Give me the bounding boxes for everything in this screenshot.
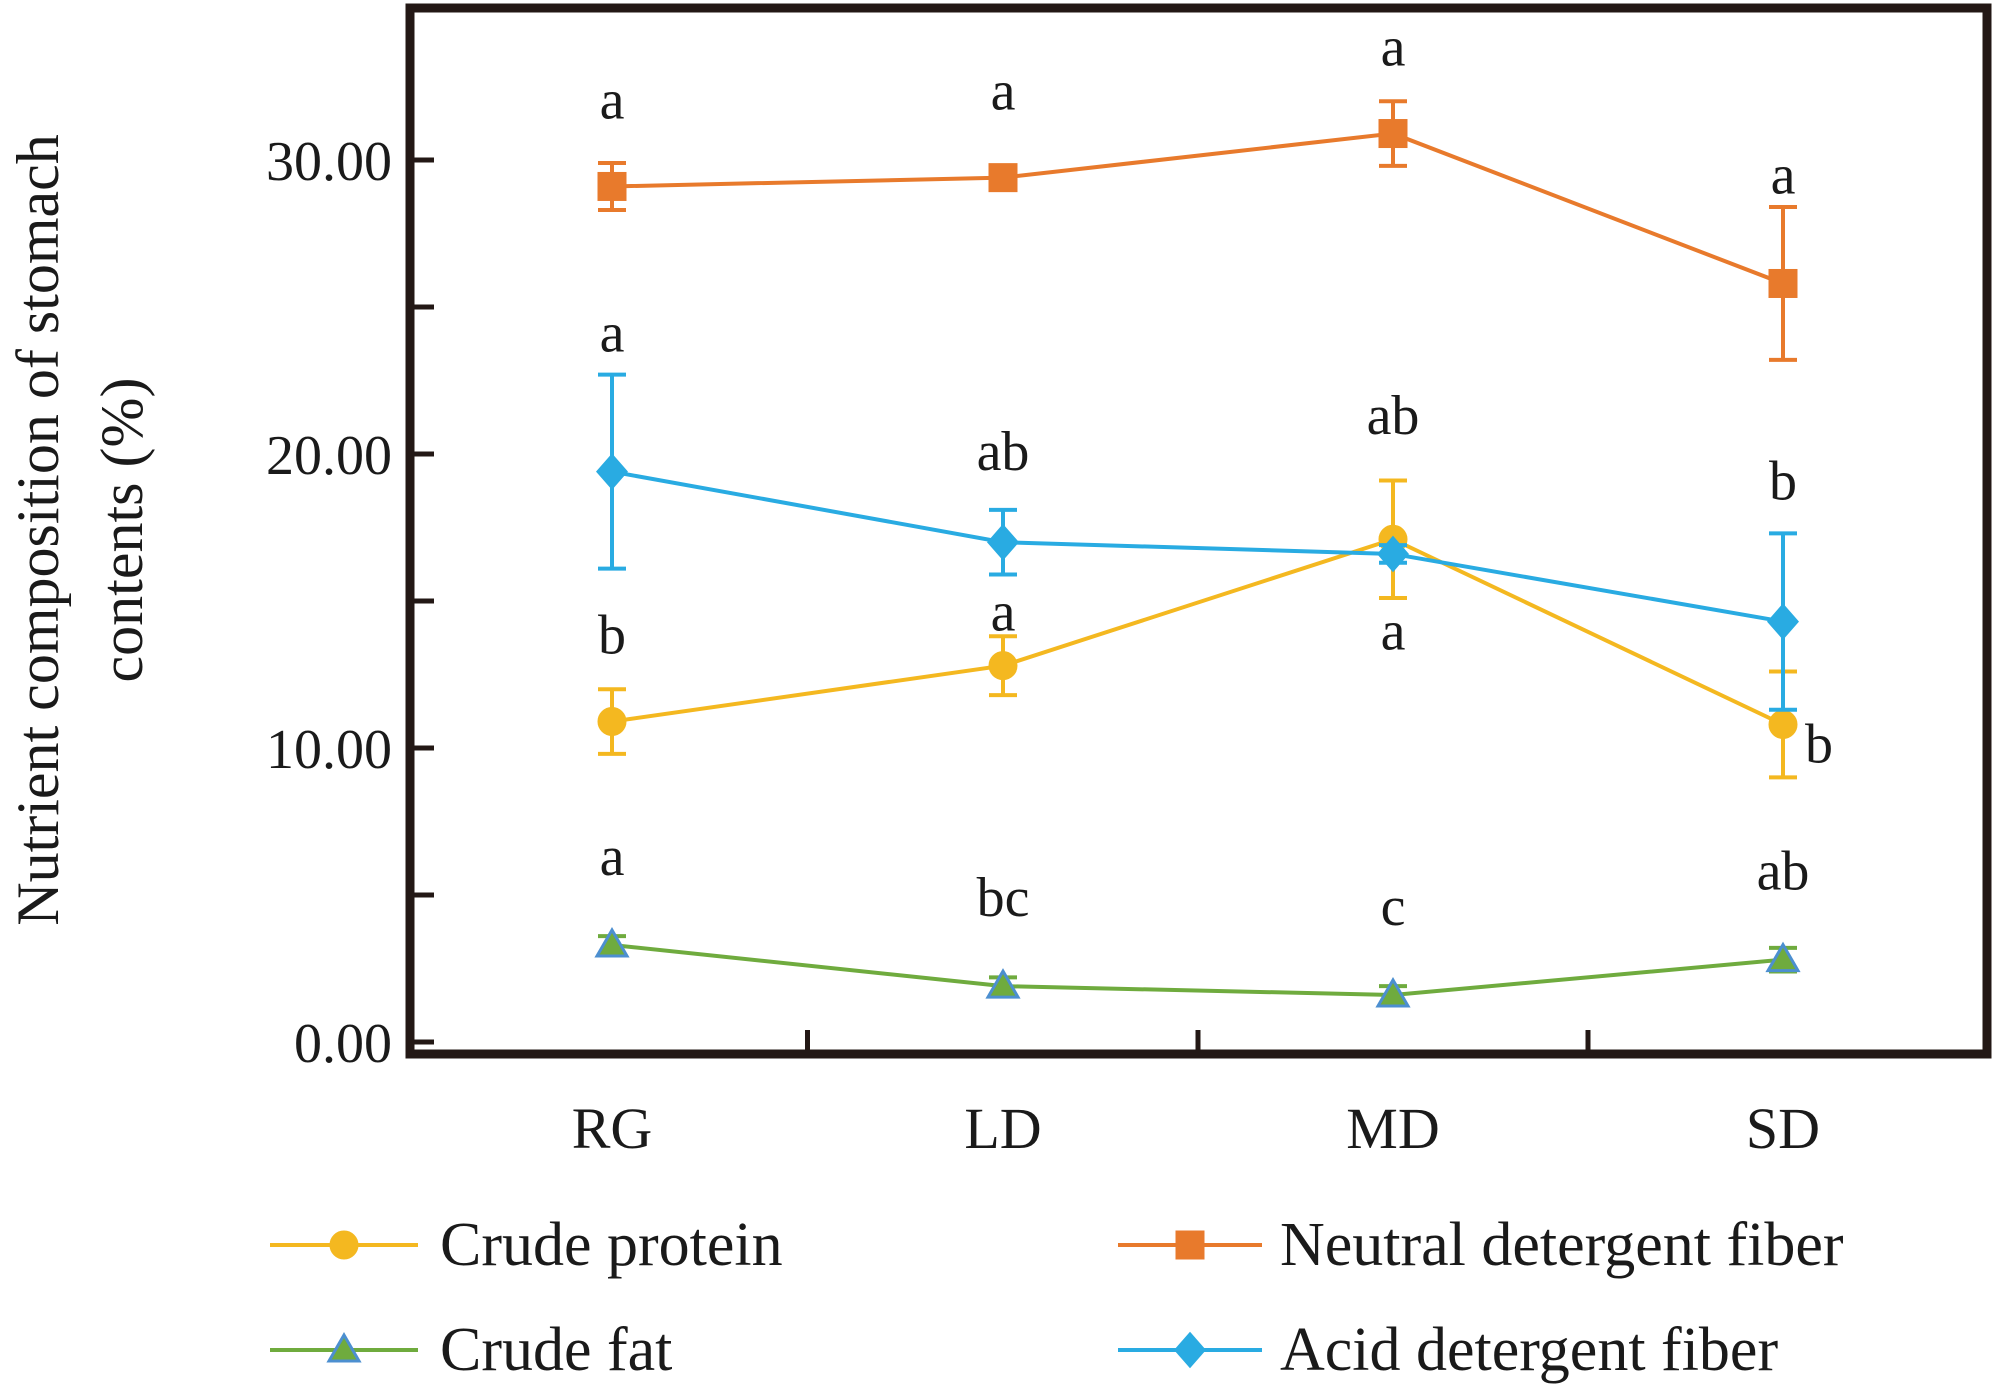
legend-marker xyxy=(329,1230,359,1260)
legend-label: Neutral detergent fiber xyxy=(1280,1211,1844,1279)
y-tick-label: 30.00 xyxy=(266,131,392,193)
significance-letter: b xyxy=(1805,713,1833,775)
data-point-neutral-detergent-fiber xyxy=(1378,119,1408,149)
legend-label: Crude fat xyxy=(440,1316,672,1384)
legend-item-acid-detergent-fiber: Acid detergent fiber xyxy=(1118,1316,1778,1384)
series-line-crude-fat xyxy=(611,942,1784,997)
significance-letter: ab xyxy=(1757,841,1810,903)
x-tick-label-md: MD xyxy=(1346,1096,1439,1161)
series-line-crude-protein xyxy=(611,537,1784,727)
significance-letter: b xyxy=(598,605,626,667)
data-point-neutral-detergent-fiber xyxy=(597,171,627,201)
data-point-crude-protein xyxy=(597,707,627,737)
legend-item-crude-protein: Crude protein xyxy=(270,1211,783,1279)
significance-letter: ab xyxy=(1367,385,1420,447)
data-point-acid-detergent-fiber xyxy=(987,523,1019,561)
x-tick-label-ld: LD xyxy=(964,1096,1041,1161)
data-point-crude-fat xyxy=(1765,941,1801,973)
significance-letter: ab xyxy=(977,421,1030,483)
legend-marker xyxy=(326,1331,362,1363)
y-tick-label: 20.00 xyxy=(266,425,392,487)
legend-marker xyxy=(1175,1230,1205,1260)
significance-letter: c xyxy=(1381,876,1406,938)
data-point-neutral-detergent-fiber xyxy=(988,163,1018,193)
data-point-crude-protein xyxy=(1768,709,1798,739)
axes: 0.00 10.00 20.00 30.00 RG LD MD SD Nutrient comp… xyxy=(5,131,1820,1161)
legend-marker xyxy=(1174,1331,1206,1369)
x-tick-label-rg: RG xyxy=(572,1096,653,1161)
significance-letter: a xyxy=(600,303,625,365)
plot-frame xyxy=(405,3,1992,1059)
series-line-acid-detergent-fiber xyxy=(611,469,1784,624)
significance-letter: b xyxy=(1769,451,1797,513)
y-tick-label: 0.00 xyxy=(294,1013,392,1075)
series-line-neutral-detergent-fiber xyxy=(611,131,1784,286)
y-axis-title-line-1: Nutrient composition of stomach xyxy=(5,134,71,926)
legend: Crude protein Neutral detergent fiber Crud… xyxy=(270,1211,1844,1384)
data-point-acid-detergent-fiber xyxy=(1377,535,1409,573)
legend-item-crude-fat: Crude fat xyxy=(270,1316,672,1384)
significance-letter: a xyxy=(1381,17,1406,79)
legend-label: Acid detergent fiber xyxy=(1280,1316,1778,1384)
significance-letter: a xyxy=(1381,600,1406,662)
y-tick-label: 10.00 xyxy=(266,719,392,781)
legend-label: Crude protein xyxy=(440,1211,783,1279)
significance-letter: a xyxy=(1771,144,1796,206)
data-point-neutral-detergent-fiber xyxy=(1768,268,1798,298)
data-point-acid-detergent-fiber xyxy=(596,453,628,490)
y-axis-title-line-2: contents (%) xyxy=(89,378,155,683)
significance-letter: bc xyxy=(977,867,1030,929)
series-neutral-detergent-fiber: a a a a xyxy=(597,17,1798,362)
significance-letter: a xyxy=(600,69,625,131)
data-point-crude-fat xyxy=(985,968,1021,999)
plot-area xyxy=(405,3,1992,1059)
data-point-acid-detergent-fiber xyxy=(1767,603,1799,640)
data-point-crude-fat xyxy=(594,926,630,958)
data-point-crude-fat xyxy=(1375,976,1411,1008)
y-axis-title: Nutrient composition of stomach contents … xyxy=(5,134,155,926)
significance-letter: a xyxy=(600,826,625,888)
legend-item-neutral-detergent-fiber: Neutral detergent fiber xyxy=(1118,1211,1844,1279)
significance-letter: a xyxy=(991,582,1016,644)
data-point-crude-protein xyxy=(988,651,1018,681)
significance-letter: a xyxy=(991,61,1016,123)
series-crude-fat: a bc c ab xyxy=(594,826,1810,1008)
series-crude-protein: b a a b xyxy=(597,478,1833,780)
x-tick-label-sd: SD xyxy=(1746,1096,1820,1161)
